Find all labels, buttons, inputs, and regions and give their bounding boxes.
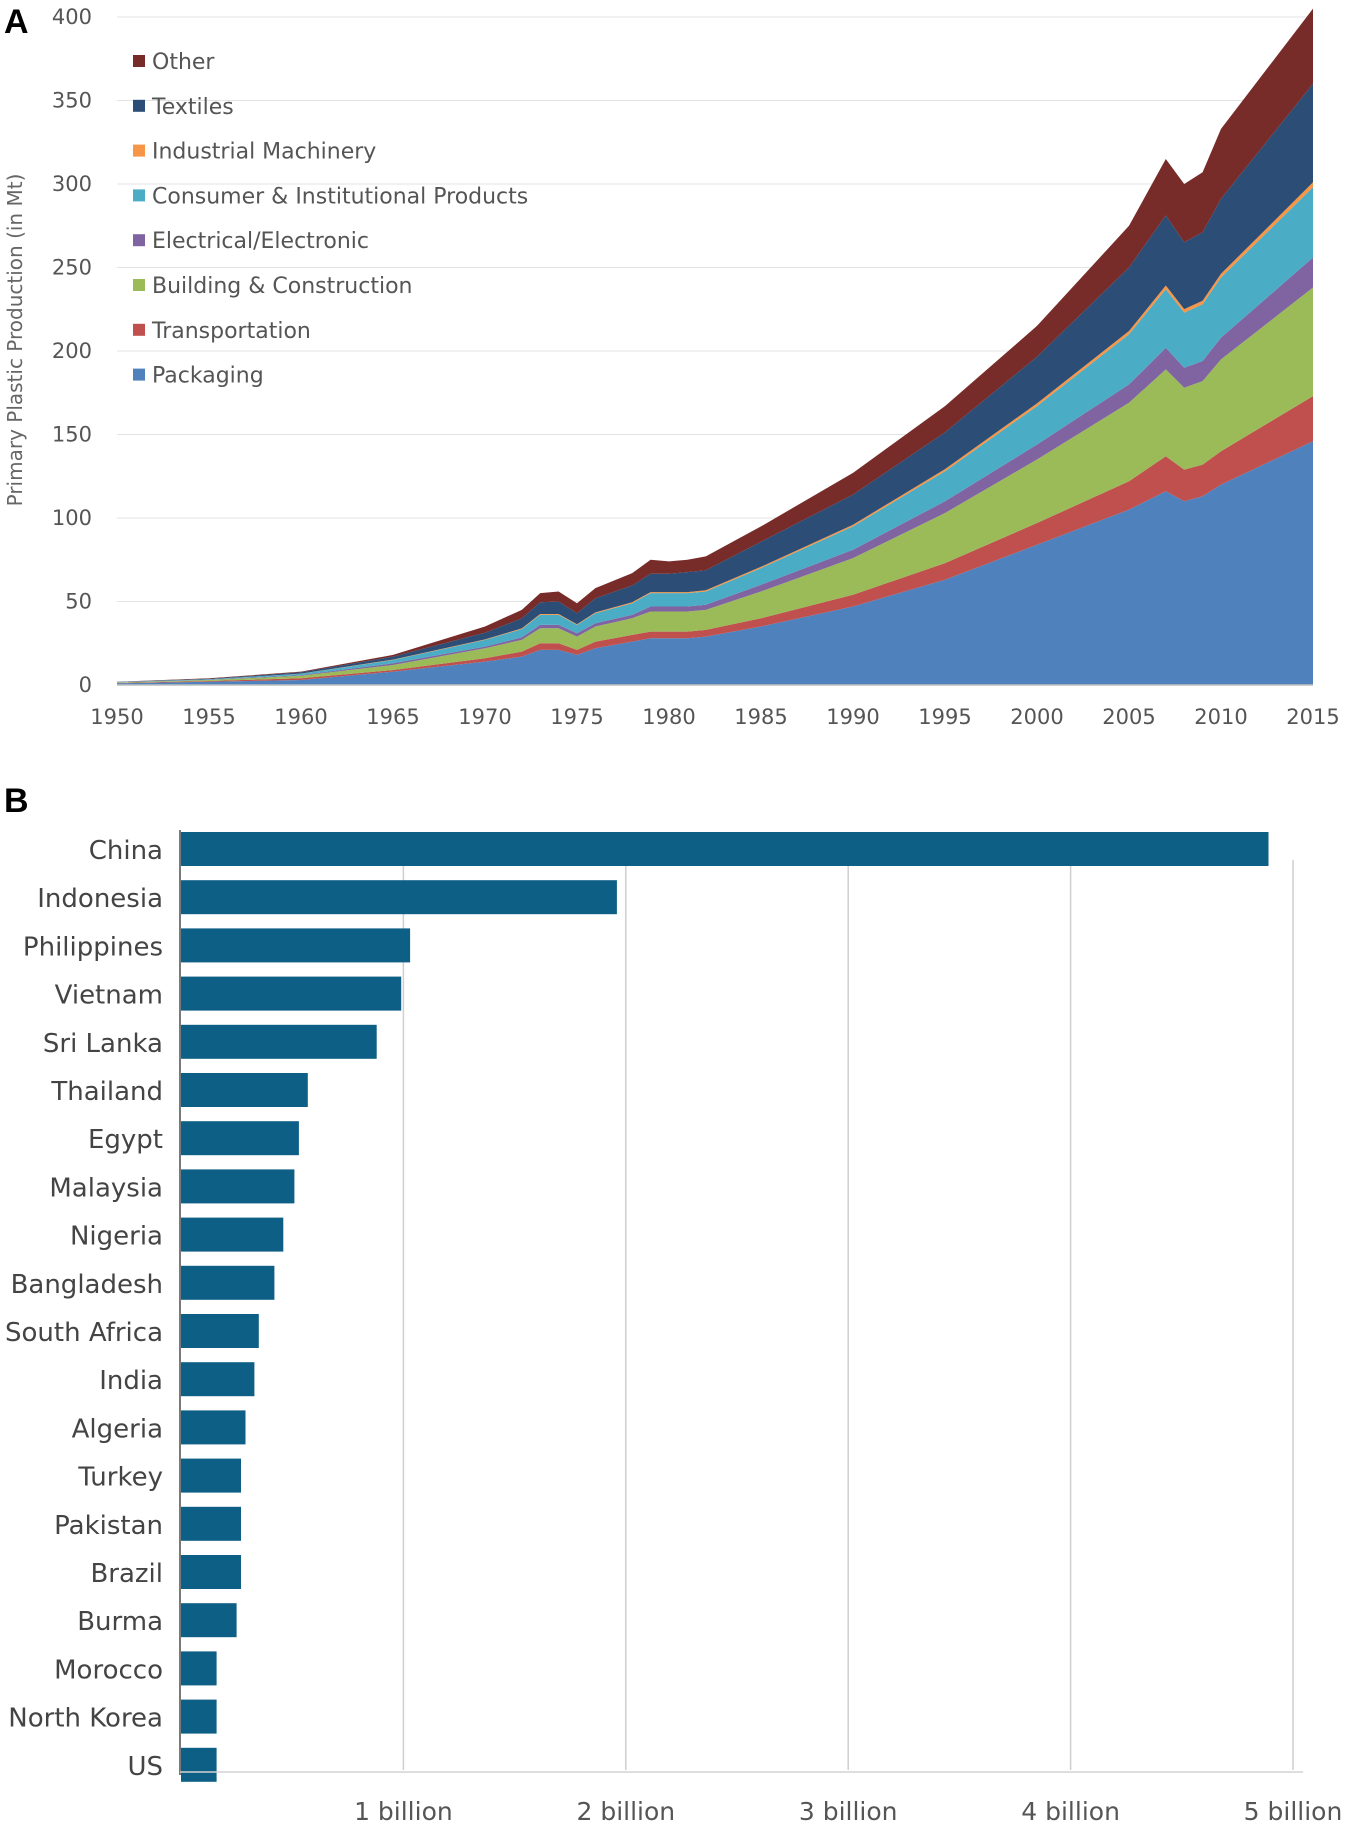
y-tick-label: 100 [52,506,92,530]
axes: 1 billion 2 billion 3 billion 4 billion 5 bi… [5,830,1342,1826]
bar-thailand [181,1073,308,1107]
bar-vietnam [181,976,402,1011]
category-label: Bangladesh [11,1270,163,1300]
gridlines [117,16,1313,602]
legend-swatch-industrial-machinery [133,144,145,157]
legend-label-industrial-machinery: Industrial Machinery [152,140,376,165]
y-tick-label: 0 [79,673,92,697]
bar-turkey [181,1458,241,1493]
category-label: Pakistan [54,1511,163,1541]
x-tick-label: 3 billion [799,1797,898,1826]
legend-label-other: Other [152,50,215,75]
category-label: South Africa [5,1318,163,1348]
axes: 0 50 100 150 200 250 300 350 400 1950 1955 1960 1965… [52,5,1340,729]
category-label: US [127,1752,163,1782]
bar-brazil [181,1555,241,1589]
x-tick-label: 1985 [734,705,787,729]
category-label: Malaysia [49,1173,163,1203]
x-tick-label: 1995 [918,705,971,729]
legend-swatch-packaging [133,368,145,381]
category-label: Philippines [23,932,163,962]
x-tick-label: 1 billion [354,1797,453,1826]
bar-burma [181,1603,237,1638]
bar-pakistan [181,1506,241,1541]
bar-china [181,832,1269,866]
bar-malaysia [181,1169,295,1204]
legend-swatch-building-construction [133,279,145,291]
legend-swatch-consumer-institutional-products [133,189,145,202]
bar-us [181,1747,217,1782]
bar-india [181,1362,255,1397]
legend-swatch-transportation [133,323,145,336]
legend-swatch-electrical-electronic [133,234,145,247]
area-building-construction [117,287,1313,683]
bar-algeria [181,1410,246,1445]
x-tick-label: 2015 [1286,705,1339,729]
x-tick-label: 1990 [826,705,879,729]
x-tick-label: 2010 [1194,705,1247,729]
bar-egypt [181,1121,299,1156]
legend-swatch-other [133,55,145,67]
area-packaging [117,441,1313,685]
category-label: North Korea [8,1704,163,1734]
category-label: Burma [77,1607,163,1637]
category-label: Morocco [54,1655,163,1685]
panel-label-b: B [4,782,29,820]
x-tick-label: 1950 [90,705,143,729]
x-tick-label: 1960 [274,705,327,729]
category-label: China [89,836,163,866]
stacked-areas [117,8,1313,685]
legend-label-packaging: Packaging [152,364,264,389]
chart-a: A 0 50 100 150 200 250 300 350 400 1950 1955 1960 19… [3,3,1340,729]
bar-south-africa [181,1314,259,1348]
category-label: Brazil [90,1559,163,1589]
bar-north-korea [181,1699,217,1734]
bar-nigeria [181,1217,284,1252]
x-tick-label: 2 billion [576,1797,675,1826]
category-label: Turkey [77,1463,163,1493]
legend-label-textiles: Textiles [151,95,234,120]
bar-sri-lanka [181,1024,377,1059]
bar-indonesia [181,880,617,915]
x-tick-label: 1955 [182,705,235,729]
x-tick-label: 1980 [642,705,695,729]
legend-label-building-construction: Building & Construction [152,274,412,299]
y-tick-label: 50 [65,590,92,614]
x-tick-label: 4 billion [1021,1797,1120,1826]
category-label: Algeria [72,1414,163,1444]
category-label: Sri Lanka [43,1029,163,1059]
bar-morocco [181,1651,217,1686]
category-label: Indonesia [37,884,163,914]
panel-label-a: A [4,3,29,41]
x-tick-label: 2005 [1102,705,1155,729]
bar-philippines [181,928,411,963]
y-tick-label: 250 [52,256,92,280]
legend-label-transportation: Transportation [151,319,311,344]
bar-bangladesh [181,1265,275,1300]
category-label: India [99,1366,163,1396]
legend-swatch-textiles [133,99,145,112]
bars [181,832,1269,1782]
chart-b: B 1 billion 2 billion 3 billion 4 billion 5 … [4,782,1342,1826]
x-tick-label: 5 billion [1244,1797,1343,1826]
y-tick-label: 200 [52,339,92,363]
y-tick-label: 400 [52,5,92,29]
x-tick-label: 1970 [458,705,511,729]
category-label: Thailand [50,1077,163,1107]
legend-label-electrical-electronic: Electrical/Electronic [152,229,369,254]
legend: Other Textiles Industrial Machinery Consume… [133,50,528,389]
category-label: Vietnam [55,981,163,1011]
category-label: Nigeria [70,1222,163,1252]
y-axis-label: Primary Plastic Production (in Mt) [3,174,27,507]
x-tick-label: 2000 [1010,705,1063,729]
x-tick-label: 1975 [550,705,603,729]
category-label: Egypt [88,1125,163,1155]
y-tick-label: 300 [52,172,92,196]
y-tick-label: 350 [52,89,92,113]
gridlines [402,860,1294,1770]
legend-label-consumer-institutional-products: Consumer & Institutional Products [152,184,528,209]
x-tick-label: 1965 [366,705,419,729]
y-tick-label: 150 [52,423,92,447]
